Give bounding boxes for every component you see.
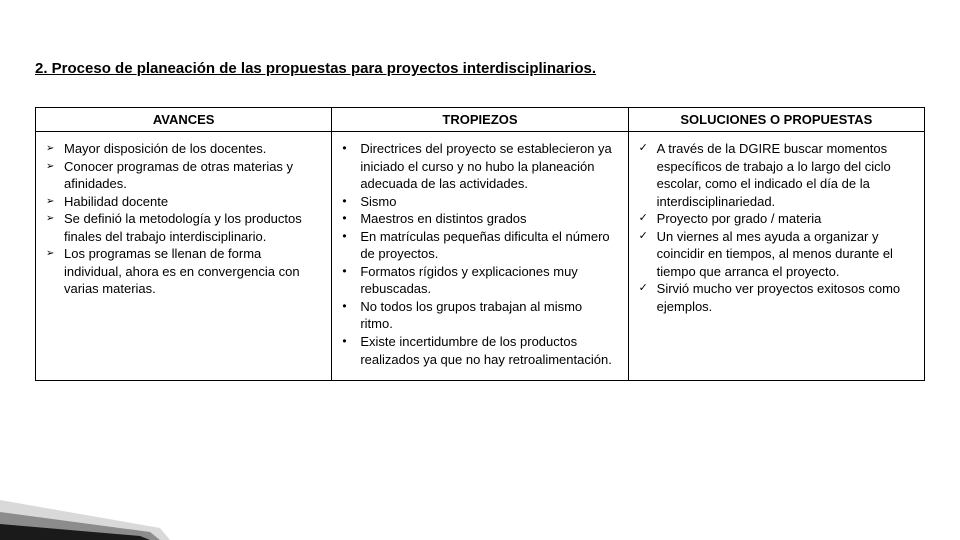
list-item: Maestros en distintos grados <box>360 210 619 228</box>
list-item: En matrículas pequeñas dificulta el núme… <box>360 228 619 263</box>
list-item: Formatos rígidos y explicaciones muy reb… <box>360 263 619 298</box>
slide-content: 2. Proceso de planeación de las propuest… <box>0 0 960 401</box>
cell-soluciones: A través de la DGIRE buscar momentos esp… <box>628 132 924 381</box>
header-avances: AVANCES <box>36 108 332 132</box>
avances-list: Mayor disposición de los docentes. Conoc… <box>44 140 323 298</box>
list-item: Se definió la metodología y los producto… <box>64 210 323 245</box>
table-row: Mayor disposición de los docentes. Conoc… <box>36 132 925 381</box>
list-item: A través de la DGIRE buscar momentos esp… <box>657 140 916 210</box>
slide-title: 2. Proceso de planeación de las propuest… <box>35 60 925 77</box>
tropiezos-list: Directrices del proyecto se estableciero… <box>340 140 619 368</box>
list-item: No todos los grupos trabajan al mismo ri… <box>360 298 619 333</box>
corner-decoration-icon <box>0 490 170 540</box>
list-item: Sirvió mucho ver proyectos exitosos como… <box>657 280 916 315</box>
list-item: Habilidad docente <box>64 193 323 211</box>
list-item: Mayor disposición de los docentes. <box>64 140 323 158</box>
header-soluciones: SOLUCIONES O PROPUESTAS <box>628 108 924 132</box>
content-table: AVANCES TROPIEZOS SOLUCIONES O PROPUESTA… <box>35 107 925 381</box>
soluciones-list: A través de la DGIRE buscar momentos esp… <box>637 140 916 315</box>
list-item: Conocer programas de otras materias y af… <box>64 158 323 193</box>
table-header-row: AVANCES TROPIEZOS SOLUCIONES O PROPUESTA… <box>36 108 925 132</box>
list-item: Un viernes al mes ayuda a organizar y co… <box>657 228 916 281</box>
list-item: Existe incertidumbre de los productos re… <box>360 333 619 368</box>
list-item: Los programas se llenan de forma individ… <box>64 245 323 298</box>
list-item: Proyecto por grado / materia <box>657 210 916 228</box>
list-item: Sismo <box>360 193 619 211</box>
header-tropiezos: TROPIEZOS <box>332 108 628 132</box>
list-item: Directrices del proyecto se estableciero… <box>360 140 619 193</box>
cell-tropiezos: Directrices del proyecto se estableciero… <box>332 132 628 381</box>
cell-avances: Mayor disposición de los docentes. Conoc… <box>36 132 332 381</box>
